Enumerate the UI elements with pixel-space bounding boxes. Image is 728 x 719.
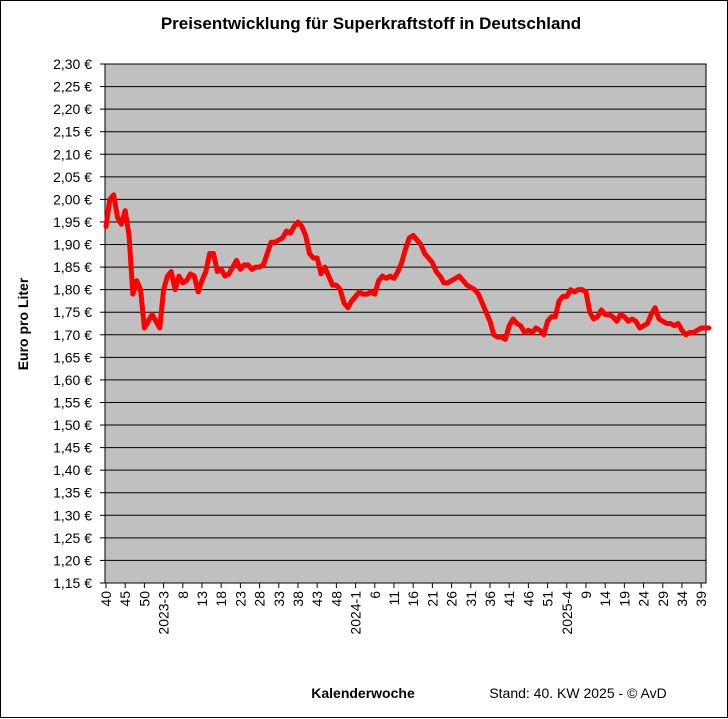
x-tick-label: 16 xyxy=(405,591,421,607)
x-tick-label: 24 xyxy=(636,591,652,607)
x-tick-label: 29 xyxy=(655,591,671,607)
x-axis-title: Kalenderwoche xyxy=(311,685,415,701)
y-tick-label: 1,90 € xyxy=(53,237,92,253)
y-tick-label: 1,55 € xyxy=(53,394,92,410)
y-tick-label: 2,20 € xyxy=(53,101,92,117)
x-tick-label: 13 xyxy=(194,591,210,607)
x-tick-label: 40 xyxy=(98,591,114,607)
y-tick-label: 1,30 € xyxy=(53,507,92,523)
x-tick-label: 48 xyxy=(328,591,344,607)
x-tick-label: 21 xyxy=(424,591,440,607)
y-tick-label: 1,95 € xyxy=(53,214,92,230)
x-tick-label: 34 xyxy=(674,591,690,607)
y-tick-label: 2,30 € xyxy=(53,56,92,72)
x-tick-label: 9 xyxy=(578,591,594,599)
x-tick-label: 23 xyxy=(232,591,248,607)
y-tick-label: 1,40 € xyxy=(53,462,92,478)
y-tick-label: 1,45 € xyxy=(53,440,92,456)
y-tick-label: 1,25 € xyxy=(53,530,92,546)
y-tick-label: 1,15 € xyxy=(53,575,92,591)
chart-title: Preisentwicklung für Superkraftstoff in … xyxy=(161,14,581,33)
x-tick-label: 18 xyxy=(213,591,229,607)
x-tick-label: 46 xyxy=(520,591,536,607)
y-tick-label: 2,00 € xyxy=(53,191,92,207)
x-tick-label: 19 xyxy=(616,591,632,607)
x-tick-label: 2025-4 xyxy=(559,591,575,635)
y-tick-label: 1,60 € xyxy=(53,372,92,388)
y-tick-label: 1,70 € xyxy=(53,327,92,343)
x-tick-label: 14 xyxy=(597,591,613,607)
x-tick-label: 2023-3 xyxy=(156,591,172,635)
x-tick-label: 39 xyxy=(693,591,709,607)
x-tick-label: 36 xyxy=(482,591,498,607)
x-tick-label: 41 xyxy=(501,591,517,607)
y-tick-label: 1,65 € xyxy=(53,349,92,365)
y-tick-label: 1,85 € xyxy=(53,259,92,275)
y-tick-label: 1,20 € xyxy=(53,552,92,568)
y-tick-label: 2,25 € xyxy=(53,79,92,95)
x-tick-label: 43 xyxy=(309,591,325,607)
x-tick-label: 45 xyxy=(117,591,133,607)
x-tick-label: 38 xyxy=(290,591,306,607)
x-tick-label: 51 xyxy=(540,591,556,607)
y-tick-label: 1,35 € xyxy=(53,485,92,501)
x-tick-label: 31 xyxy=(463,591,479,607)
x-tick-label: 8 xyxy=(175,591,191,599)
x-tick-label: 28 xyxy=(252,591,268,607)
x-tick-label: 33 xyxy=(271,591,287,607)
y-tick-label: 2,05 € xyxy=(53,169,92,185)
y-axis-title: Euro pro Liter xyxy=(15,277,31,370)
y-tick-label: 1,50 € xyxy=(53,417,92,433)
y-tick-label: 2,10 € xyxy=(53,146,92,162)
y-tick-label: 1,75 € xyxy=(53,304,92,320)
x-tick-label: 2024-1 xyxy=(348,591,364,635)
x-tick-label: 50 xyxy=(136,591,152,607)
x-tick-label: 11 xyxy=(386,591,402,606)
y-tick-label: 2,15 € xyxy=(53,124,92,140)
source-footnote: Stand: 40. KW 2025 - © AvD xyxy=(489,685,666,701)
x-tick-label: 6 xyxy=(367,591,383,599)
x-tick-label: 26 xyxy=(444,591,460,607)
y-axis: 1,15 € 1,20 € 1,25 € 1,30 € 1,35 € 1,40 € 1,45… xyxy=(53,56,105,591)
y-tick-label: 1,80 € xyxy=(53,282,92,298)
